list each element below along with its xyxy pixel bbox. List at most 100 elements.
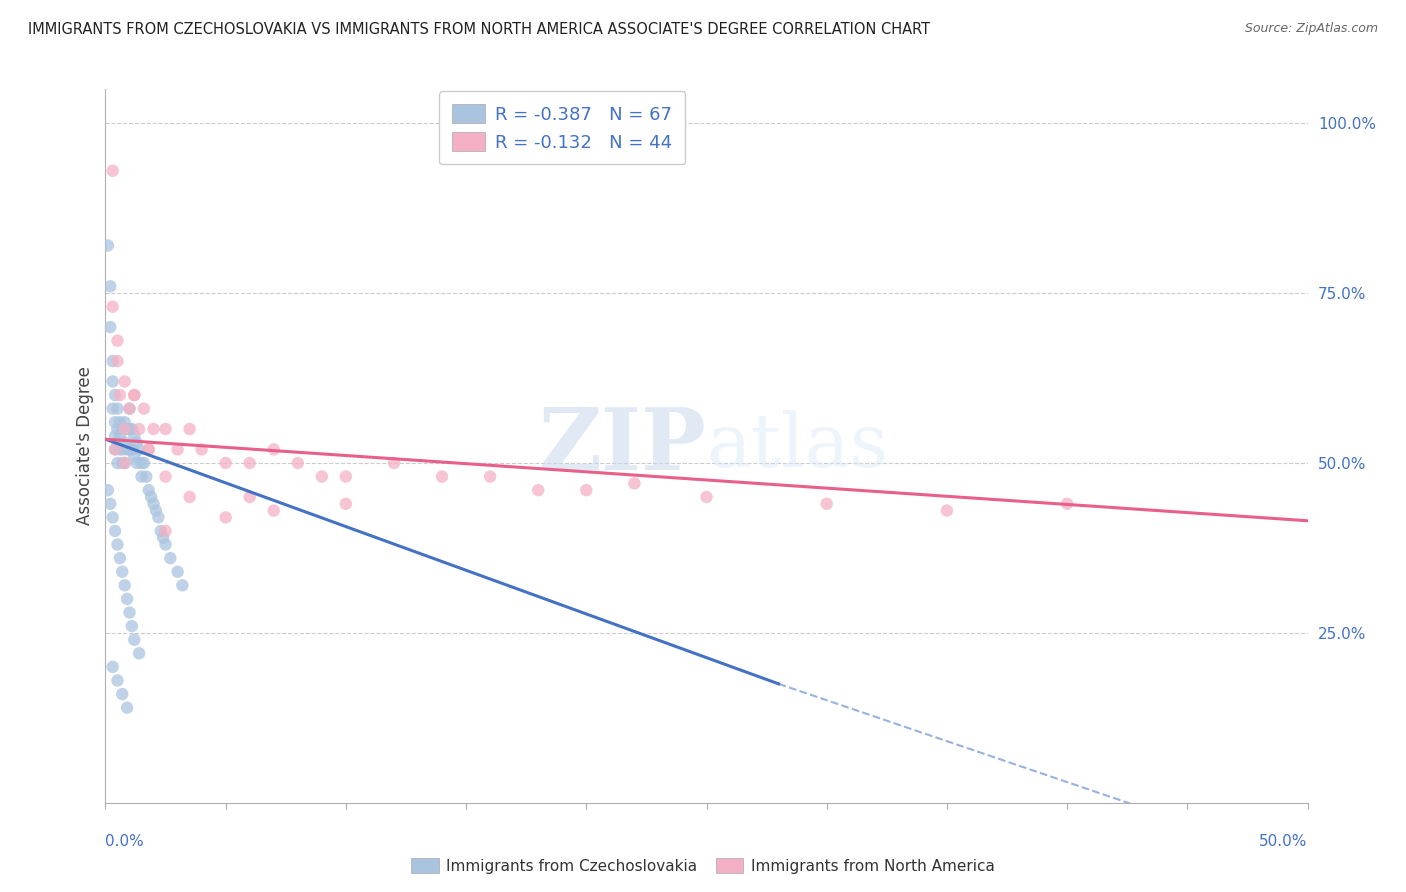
Point bbox=[115, 442, 138, 457]
Point bbox=[214, 510, 236, 524]
Point bbox=[430, 469, 453, 483]
Point bbox=[111, 565, 134, 579]
Point bbox=[527, 483, 550, 498]
Point bbox=[131, 469, 153, 483]
Point bbox=[111, 422, 134, 436]
Point bbox=[104, 442, 127, 457]
Point bbox=[166, 565, 188, 579]
Point bbox=[128, 646, 150, 660]
Point bbox=[287, 456, 309, 470]
Point bbox=[107, 401, 129, 416]
Legend: R = -0.387   N = 67, R = -0.132   N = 44: R = -0.387 N = 67, R = -0.132 N = 44 bbox=[440, 91, 685, 164]
Point bbox=[121, 422, 143, 436]
Text: 50.0%: 50.0% bbox=[1260, 834, 1308, 848]
Point bbox=[108, 415, 131, 429]
Point bbox=[149, 524, 172, 538]
Point bbox=[111, 456, 134, 470]
Point bbox=[97, 238, 120, 252]
Point bbox=[115, 700, 138, 714]
Point bbox=[107, 537, 129, 551]
Point bbox=[104, 415, 127, 429]
Point bbox=[239, 456, 262, 470]
Point bbox=[108, 551, 131, 566]
Point bbox=[118, 422, 141, 436]
Point bbox=[623, 476, 645, 491]
Point bbox=[101, 354, 124, 368]
Point bbox=[179, 490, 201, 504]
Point bbox=[98, 497, 121, 511]
Point bbox=[124, 388, 146, 402]
Point bbox=[114, 578, 136, 592]
Point bbox=[155, 524, 177, 538]
Text: 0.0%: 0.0% bbox=[105, 834, 145, 848]
Point bbox=[98, 279, 121, 293]
Point bbox=[121, 619, 143, 633]
Point bbox=[121, 442, 143, 457]
Point bbox=[1056, 497, 1078, 511]
Point bbox=[132, 456, 155, 470]
Point bbox=[107, 422, 129, 436]
Point bbox=[148, 510, 170, 524]
Point bbox=[114, 415, 136, 429]
Point bbox=[815, 497, 838, 511]
Point bbox=[335, 497, 357, 511]
Point bbox=[131, 456, 153, 470]
Y-axis label: Associate's Degree: Associate's Degree bbox=[76, 367, 94, 525]
Point bbox=[108, 388, 131, 402]
Point bbox=[142, 497, 165, 511]
Point bbox=[114, 456, 136, 470]
Text: ZIP: ZIP bbox=[538, 404, 707, 488]
Point bbox=[145, 503, 167, 517]
Point bbox=[155, 537, 177, 551]
Point bbox=[104, 429, 127, 443]
Point bbox=[107, 334, 129, 348]
Point bbox=[124, 632, 146, 647]
Point bbox=[108, 442, 131, 457]
Point bbox=[179, 422, 201, 436]
Point bbox=[263, 442, 285, 457]
Point bbox=[124, 429, 146, 443]
Point bbox=[115, 422, 138, 436]
Point bbox=[138, 442, 160, 457]
Point bbox=[115, 591, 138, 606]
Point bbox=[107, 673, 129, 688]
Point bbox=[118, 401, 141, 416]
Point bbox=[101, 660, 124, 674]
Point bbox=[111, 687, 134, 701]
Point bbox=[97, 483, 120, 498]
Text: IMMIGRANTS FROM CZECHOSLOVAKIA VS IMMIGRANTS FROM NORTH AMERICA ASSOCIATE'S DEGR: IMMIGRANTS FROM CZECHOSLOVAKIA VS IMMIGR… bbox=[28, 22, 931, 37]
Point bbox=[152, 531, 174, 545]
Point bbox=[159, 551, 181, 566]
Point bbox=[125, 456, 148, 470]
Point bbox=[139, 490, 162, 504]
Point bbox=[132, 401, 155, 416]
Point bbox=[107, 354, 129, 368]
Point bbox=[128, 442, 150, 457]
Point bbox=[111, 442, 134, 457]
Point bbox=[114, 422, 136, 436]
Point bbox=[98, 320, 121, 334]
Point bbox=[479, 469, 502, 483]
Point bbox=[138, 483, 160, 498]
Point bbox=[104, 388, 127, 402]
Text: Source: ZipAtlas.com: Source: ZipAtlas.com bbox=[1244, 22, 1378, 36]
Point bbox=[155, 422, 177, 436]
Point bbox=[155, 469, 177, 483]
Point bbox=[239, 490, 262, 504]
Point bbox=[335, 469, 357, 483]
Point bbox=[114, 435, 136, 450]
Point bbox=[101, 375, 124, 389]
Point bbox=[114, 375, 136, 389]
Point bbox=[190, 442, 212, 457]
Point bbox=[104, 524, 127, 538]
Point bbox=[125, 435, 148, 450]
Point bbox=[166, 442, 188, 457]
Point bbox=[118, 442, 141, 457]
Point bbox=[138, 442, 160, 457]
Point bbox=[311, 469, 333, 483]
Point bbox=[575, 483, 598, 498]
Point bbox=[214, 456, 236, 470]
Point bbox=[108, 429, 131, 443]
Point bbox=[263, 503, 285, 517]
Point bbox=[101, 510, 124, 524]
